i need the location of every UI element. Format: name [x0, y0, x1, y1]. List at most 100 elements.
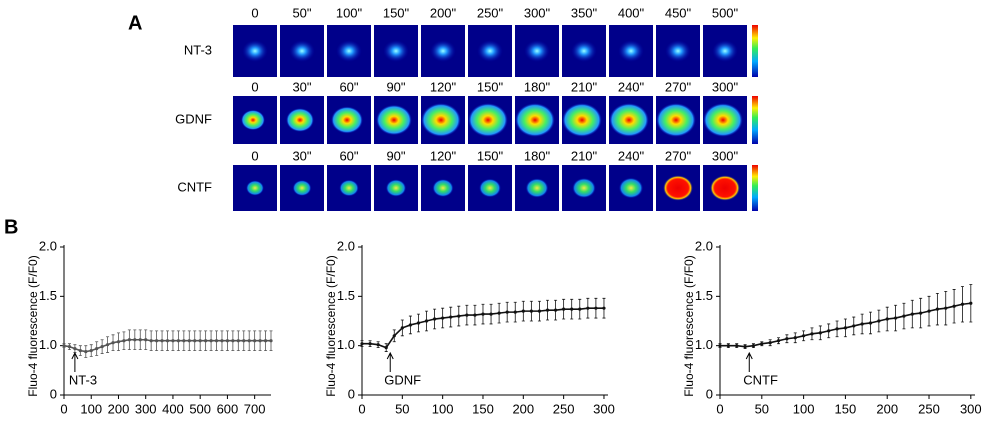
data-point	[150, 339, 153, 342]
cell-signal	[376, 105, 412, 136]
time-label: 90"	[386, 79, 405, 94]
data-point	[506, 311, 509, 314]
time-label: 270"	[665, 148, 692, 163]
cell-signal	[524, 40, 550, 62]
time-label: 300"	[712, 148, 739, 163]
data-point	[869, 321, 872, 324]
data-point	[62, 344, 65, 347]
cell-signal	[656, 103, 696, 137]
data-point	[160, 339, 163, 342]
cell-signal	[242, 40, 268, 62]
time-label: 200"	[430, 5, 457, 20]
data-point	[209, 339, 212, 342]
data-point	[586, 307, 589, 310]
data-point	[377, 343, 380, 346]
data-point	[961, 303, 964, 306]
data-point	[226, 339, 229, 342]
color-scale	[752, 165, 758, 211]
cell-signal	[618, 40, 644, 62]
time-label: 100"	[336, 5, 363, 20]
annotation-arrow	[746, 353, 752, 372]
y-tick-label: 2.0	[695, 238, 713, 253]
x-tick-label: 300	[960, 401, 982, 416]
data-point	[101, 345, 104, 348]
y-tick-label: 0	[348, 386, 355, 401]
data-point	[911, 312, 914, 315]
data-point	[927, 310, 930, 313]
data-point	[111, 341, 114, 344]
data-point	[594, 307, 597, 310]
x-tick-label: 200	[108, 401, 130, 416]
data-point	[360, 342, 363, 345]
cell-signal	[331, 106, 363, 133]
data-point	[95, 347, 98, 350]
x-tick-label: 0	[358, 401, 365, 416]
data-point	[827, 329, 830, 332]
data-point	[139, 338, 142, 341]
annotation-text: CNTF	[743, 372, 778, 387]
data-point	[417, 321, 420, 324]
data-point	[220, 339, 223, 342]
time-label: 30"	[292, 79, 311, 94]
x-tick-label: 0	[716, 401, 723, 416]
time-label: 300"	[524, 5, 551, 20]
data-point	[578, 308, 581, 311]
data-point	[760, 342, 763, 345]
y-tick-label: 1.5	[695, 288, 713, 303]
time-label: 250"	[477, 5, 504, 20]
panel-label: A	[128, 12, 142, 34]
data-point	[919, 312, 922, 315]
x-tick-label: 100	[793, 401, 815, 416]
x-tick-label: 0	[60, 401, 67, 416]
data-point	[936, 308, 939, 311]
data-point	[802, 334, 805, 337]
cell-signal	[383, 40, 409, 62]
time-label: 30"	[292, 148, 311, 163]
time-label: 180"	[524, 79, 551, 94]
data-point	[969, 302, 972, 305]
x-tick-label: 50	[395, 401, 409, 416]
cell-signal	[572, 178, 596, 198]
data-point	[117, 340, 120, 343]
y-tick-label: 1.5	[39, 288, 57, 303]
row-label: GDNF	[175, 111, 212, 126]
y-axis-label: Fluo-4 fluorescence (F/F0)	[324, 255, 338, 396]
cell-signal	[703, 103, 743, 137]
y-axis-label: Fluo-4 fluorescence (F/F0)	[682, 255, 696, 396]
data-point	[819, 331, 822, 334]
annotation-arrow	[72, 353, 78, 372]
row-label: CNTF	[177, 179, 212, 194]
x-tick-label: 600	[217, 401, 239, 416]
data-point	[718, 344, 721, 347]
data-point	[944, 307, 947, 310]
data-point	[401, 326, 404, 329]
data-point	[735, 344, 738, 347]
cell-signal	[479, 179, 501, 198]
data-point	[385, 346, 388, 349]
data-point	[498, 312, 501, 315]
time-label: 120"	[430, 79, 457, 94]
y-tick-label: 2.0	[337, 238, 355, 253]
data-point	[128, 338, 131, 341]
time-label: 150"	[383, 5, 410, 20]
data-point	[844, 326, 847, 329]
x-tick-label: 200	[512, 401, 534, 416]
data-point	[199, 339, 202, 342]
data-point	[73, 347, 76, 350]
annotation-text: NT-3	[69, 372, 97, 387]
data-point	[449, 315, 452, 318]
cell-signal	[665, 40, 691, 62]
data-point	[177, 339, 180, 342]
cell-signal	[386, 179, 406, 196]
annotation-arrow	[387, 353, 393, 372]
y-tick-label: 1.5	[337, 288, 355, 303]
data-point	[785, 337, 788, 340]
data-point	[538, 310, 541, 313]
data-point	[952, 305, 955, 308]
data-point	[861, 322, 864, 325]
y-tick-label: 1.0	[337, 337, 355, 352]
data-point	[554, 309, 557, 312]
data-point	[171, 339, 174, 342]
data-point	[133, 338, 136, 341]
cell-signal	[339, 180, 359, 197]
